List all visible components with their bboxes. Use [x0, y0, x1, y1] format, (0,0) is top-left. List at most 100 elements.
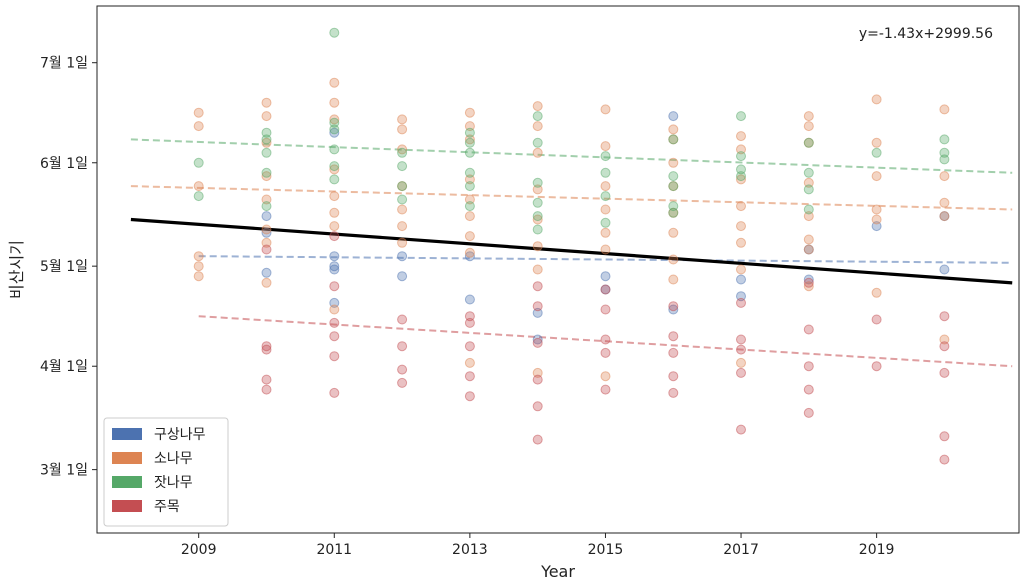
scatter-point	[736, 264, 746, 275]
scatter-point	[193, 191, 204, 202]
scatter-point	[668, 124, 679, 135]
overall-trend-line	[130, 217, 1013, 285]
scatter-point	[803, 184, 814, 195]
scatter-point	[803, 111, 814, 122]
scatter-point	[464, 201, 475, 212]
scatter-point	[329, 191, 340, 202]
scatter-point	[939, 311, 950, 322]
scatter-point	[329, 231, 340, 242]
scatter-point	[464, 147, 475, 158]
scatter-point	[600, 167, 611, 178]
scatter-point	[532, 281, 543, 292]
scatter-point	[329, 27, 340, 38]
scatter-point	[939, 104, 950, 115]
scatter-point	[668, 134, 679, 145]
scatter-point	[736, 334, 746, 345]
scatter-point	[329, 281, 340, 292]
scatter-point	[193, 251, 204, 262]
scatter-point	[600, 334, 611, 345]
scatter-point	[193, 157, 204, 168]
x-tick-label: 2009	[181, 542, 217, 558]
scatter-point	[464, 251, 475, 262]
scatter-point	[736, 344, 746, 355]
scatter-point	[668, 111, 679, 122]
scatter-point	[736, 174, 746, 185]
scatter-point	[532, 264, 543, 275]
scatter-point	[871, 171, 882, 182]
scatter-point	[532, 197, 543, 208]
scatter-point	[939, 264, 950, 275]
trend-lines	[130, 138, 1013, 368]
scatter-point	[939, 154, 950, 165]
scatter-point	[871, 314, 882, 325]
scatter-point	[261, 341, 272, 352]
scatter-point	[329, 164, 340, 175]
scatter-point	[532, 121, 543, 132]
scatter-point	[803, 244, 814, 255]
scatter-point	[600, 181, 611, 192]
legend-box	[103, 417, 229, 527]
scatter-point	[803, 167, 814, 178]
scatter-point	[397, 237, 408, 248]
scatter-point	[871, 147, 882, 158]
scatter-point	[193, 271, 204, 282]
x-tick-label: 2015	[588, 542, 624, 558]
legend-label: 잣나무	[154, 475, 193, 491]
scatter-point	[329, 97, 340, 108]
scatter-point	[397, 161, 408, 172]
scatter-point	[871, 204, 882, 215]
scatter-point	[803, 324, 814, 335]
scatter-point	[939, 197, 950, 208]
scatter-point	[939, 341, 950, 352]
scatter-point	[193, 261, 204, 272]
scatter-point	[261, 211, 272, 222]
scatter-point	[329, 207, 340, 218]
scatter-point	[464, 317, 475, 328]
scatter-point	[329, 304, 340, 315]
scatter-point	[464, 107, 475, 118]
scatter-point	[329, 331, 340, 342]
scatter-point	[329, 144, 340, 155]
scatter-point	[600, 371, 611, 382]
scatter-point	[261, 384, 272, 395]
scatter-point	[532, 137, 543, 148]
trend-line-series-0	[198, 255, 1013, 264]
scatter-point	[668, 301, 679, 312]
scatter-point	[193, 107, 204, 118]
scatter-point	[600, 141, 611, 152]
scatter-point	[532, 224, 543, 235]
scatter-point	[803, 234, 814, 245]
x-tick-label: 2019	[859, 542, 895, 558]
scatter-point	[600, 384, 611, 395]
scatter-point	[397, 181, 408, 192]
scatter-point	[600, 191, 611, 202]
scatter-point	[668, 347, 679, 358]
scatter-point	[668, 371, 679, 382]
scatter-point	[803, 384, 814, 395]
scatter-point	[261, 97, 272, 108]
x-tick-label: 2017	[723, 542, 759, 558]
scatter-point	[397, 147, 408, 158]
scatter-point	[668, 304, 679, 315]
scatter-point	[261, 227, 272, 238]
scatter-point	[532, 101, 543, 112]
scatter-point	[532, 374, 543, 385]
legend-swatch	[112, 476, 142, 488]
scatter-point	[397, 341, 408, 352]
scatter-point	[736, 237, 746, 248]
scatter-point	[261, 344, 272, 355]
scatter-point	[261, 201, 272, 212]
scatter-point	[329, 127, 340, 138]
scatter-point	[668, 207, 679, 218]
scatter-point	[803, 361, 814, 372]
series-2-points	[193, 27, 950, 235]
scatter-point	[736, 367, 746, 378]
scatter-point	[668, 254, 679, 265]
trend-line-series-1	[130, 185, 1013, 211]
series-3-points	[261, 231, 950, 465]
scatter-point	[329, 77, 340, 88]
scatter-point	[464, 231, 475, 242]
y-axis-ticks: 3월 1일 4월 1일 5월 1일 6월 1일 7월 1일	[40, 56, 97, 479]
scatter-point	[532, 337, 543, 348]
